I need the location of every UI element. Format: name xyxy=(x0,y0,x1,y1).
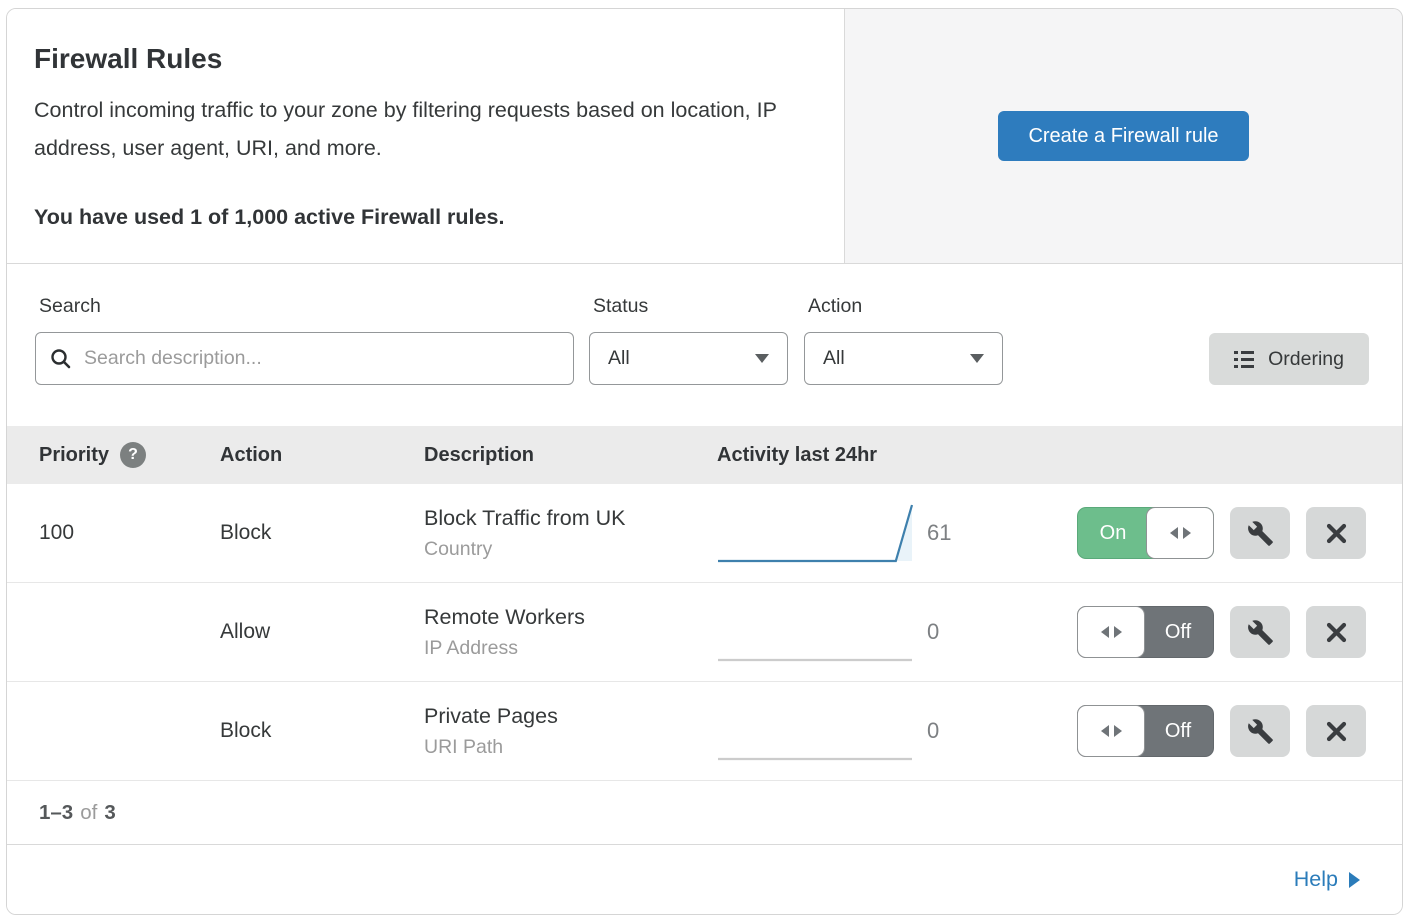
status-label: Status xyxy=(593,295,649,317)
header-action-area: Create a Firewall rule xyxy=(845,9,1402,263)
toggle-state-label: On xyxy=(1099,521,1127,544)
wrench-icon xyxy=(1247,718,1273,744)
rule-action: Allow xyxy=(220,620,271,643)
status-selected-value: All xyxy=(608,347,630,369)
rule-description-cell: Remote Workers IP Address xyxy=(424,605,717,660)
table-row: 100 Block Block Traffic from UK Country … xyxy=(7,484,1402,583)
activity-sparkline xyxy=(718,658,912,662)
search-input[interactable] xyxy=(82,346,559,371)
table-row: Allow Remote Workers IP Address 0 Off xyxy=(7,583,1402,682)
rule-action: Block xyxy=(220,521,272,544)
header-text-block: Firewall Rules Control incoming traffic … xyxy=(7,9,845,263)
pagination-of: of xyxy=(80,800,98,824)
column-description: Description xyxy=(424,443,535,466)
rule-match-type: URI Path xyxy=(424,735,504,758)
column-priority: Priority ? xyxy=(39,442,220,468)
toggle-knob[interactable] xyxy=(1077,705,1145,757)
status-select[interactable]: All xyxy=(589,332,788,385)
ordering-button-label: Ordering xyxy=(1268,347,1344,370)
create-firewall-rule-button[interactable]: Create a Firewall rule xyxy=(998,111,1249,161)
x-icon xyxy=(1326,523,1346,543)
delete-rule-button[interactable] xyxy=(1306,507,1366,559)
arrow-right-icon xyxy=(1113,626,1122,638)
rule-enabled-toggle[interactable]: On xyxy=(1077,507,1214,559)
priority-help-icon[interactable]: ? xyxy=(120,442,147,468)
action-label: Action xyxy=(808,295,863,317)
arrow-right-icon xyxy=(1349,871,1360,888)
help-link-label: Help xyxy=(1293,867,1338,891)
delete-rule-button[interactable] xyxy=(1306,606,1366,658)
action-filter: Action All xyxy=(804,295,1003,385)
firewall-rules-panel: Firewall Rules Control incoming traffic … xyxy=(6,8,1403,915)
column-priority-label: Priority xyxy=(39,443,110,466)
column-activity: Activity last 24hr xyxy=(717,443,878,466)
rule-description: Remote Workers xyxy=(424,604,585,629)
rule-description: Private Pages xyxy=(424,703,558,728)
action-selected-value: All xyxy=(823,347,845,369)
activity-sparkline xyxy=(718,504,913,563)
rule-controls: On xyxy=(1037,507,1366,559)
status-filter: Status All xyxy=(589,295,788,385)
chevron-down-icon xyxy=(970,354,984,363)
rule-description-cell: Private Pages URI Path xyxy=(424,704,717,759)
rule-controls: Off xyxy=(1037,705,1366,757)
chevron-down-icon xyxy=(755,354,769,363)
rule-controls: Off xyxy=(1037,606,1366,658)
x-icon xyxy=(1326,622,1346,642)
arrow-left-icon xyxy=(1100,626,1109,638)
rule-action: Block xyxy=(220,719,272,742)
table-row: Block Private Pages URI Path 0 Off xyxy=(7,682,1402,781)
usage-note: You have used 1 of 1,000 active Firewall… xyxy=(34,205,505,229)
activity-count: 61 xyxy=(927,520,952,545)
arrow-left-icon xyxy=(1169,527,1178,539)
activity-sparkline xyxy=(718,757,912,761)
rule-description: Block Traffic from UK xyxy=(424,505,626,530)
rule-match-type: IP Address xyxy=(424,636,518,659)
rule-priority: 100 xyxy=(39,521,75,544)
page-title: Firewall Rules xyxy=(34,43,223,74)
edit-rule-button[interactable] xyxy=(1230,507,1290,559)
pagination-total: 3 xyxy=(104,800,116,824)
action-select[interactable]: All xyxy=(804,332,1003,385)
edit-rule-button[interactable] xyxy=(1230,606,1290,658)
arrow-right-icon xyxy=(1182,527,1191,539)
toggle-knob[interactable] xyxy=(1146,507,1214,559)
arrow-left-icon xyxy=(1100,725,1109,737)
search-icon xyxy=(51,348,71,368)
edit-rule-button[interactable] xyxy=(1230,705,1290,757)
column-action: Action xyxy=(220,443,283,466)
arrow-right-icon xyxy=(1113,725,1122,737)
help-bar: Help xyxy=(7,845,1402,914)
rule-match-type: Country xyxy=(424,537,493,560)
rule-enabled-toggle[interactable]: Off xyxy=(1077,705,1214,757)
search-label: Search xyxy=(39,295,101,317)
toggle-state-label: Off xyxy=(1164,620,1192,643)
search-filter: Search xyxy=(35,295,574,385)
toggle-state-label: Off xyxy=(1164,719,1192,742)
ordered-list-icon xyxy=(1234,350,1255,368)
wrench-icon xyxy=(1247,520,1273,546)
x-icon xyxy=(1326,721,1346,741)
panel-header: Firewall Rules Control incoming traffic … xyxy=(7,9,1402,264)
table-header: Priority ? Action Description Activity l… xyxy=(7,426,1402,484)
filter-bar: Search Status All Action All xyxy=(7,264,1402,426)
pagination-bar: 1–3 of 3 xyxy=(7,781,1402,845)
search-box[interactable] xyxy=(35,332,574,385)
rule-enabled-toggle[interactable]: Off xyxy=(1077,606,1214,658)
activity-count: 0 xyxy=(927,718,940,743)
page-description: Control incoming traffic to your zone by… xyxy=(34,98,777,160)
wrench-icon xyxy=(1247,619,1273,645)
delete-rule-button[interactable] xyxy=(1306,705,1366,757)
rule-description-cell: Block Traffic from UK Country xyxy=(424,506,717,561)
ordering-button[interactable]: Ordering xyxy=(1209,333,1369,385)
toggle-knob[interactable] xyxy=(1077,606,1145,658)
pagination-range: 1–3 xyxy=(39,800,74,824)
help-link[interactable]: Help xyxy=(1294,867,1360,892)
activity-count: 0 xyxy=(927,619,940,644)
